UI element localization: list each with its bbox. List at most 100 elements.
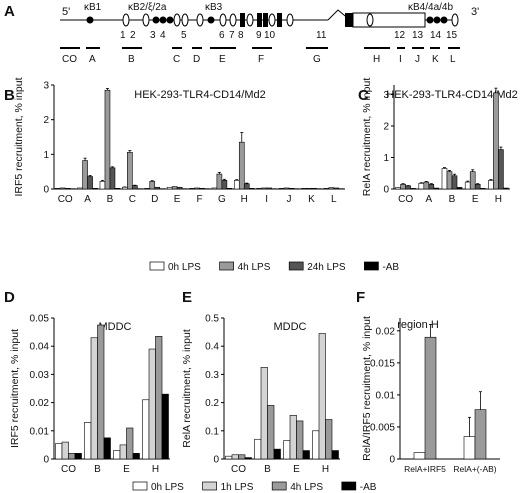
kappa-b-site-marker <box>152 16 160 24</box>
bar <box>418 183 425 190</box>
bar <box>243 183 250 190</box>
bar <box>464 181 471 190</box>
legend-label: 24h LPS <box>307 262 346 273</box>
y-axis-label: RelA recruitment, % input <box>361 78 373 197</box>
y-tick-label: 2 <box>43 115 49 126</box>
bar <box>413 452 426 460</box>
bar <box>61 441 69 460</box>
bar <box>493 92 499 190</box>
exon-number: 9 <box>256 30 262 41</box>
legend-label: -AB <box>360 482 377 493</box>
bar <box>189 188 195 190</box>
region-label: C <box>173 54 180 65</box>
x-tick-label: F <box>196 194 202 205</box>
exon-marker <box>173 13 181 27</box>
bar <box>498 149 504 190</box>
exon-number: 11 <box>316 30 327 41</box>
bar <box>503 187 509 190</box>
bar <box>441 168 448 190</box>
bar <box>400 183 406 190</box>
y-tick-label: 0 <box>213 455 219 466</box>
y-tick-label: 0 <box>43 185 49 196</box>
x-tick-label: G <box>218 194 226 205</box>
bar <box>90 337 98 460</box>
y-tick-label: 2 <box>383 121 389 132</box>
legend-label: 1h LPS <box>221 482 254 493</box>
x-tick-label: D <box>151 194 158 205</box>
bar <box>244 457 252 460</box>
exon-marker <box>366 13 374 27</box>
y-tick-label: 0.03 <box>30 370 50 381</box>
bar <box>216 173 223 190</box>
bar <box>149 181 156 190</box>
bar <box>289 414 297 460</box>
bar <box>127 151 133 190</box>
legend-label: -AB <box>382 262 399 273</box>
y-tick-label: 3 <box>43 81 49 92</box>
x-tick-label: J <box>287 194 292 205</box>
kappa-b-site-marker <box>86 16 94 24</box>
legend-label: 0h LPS <box>151 482 184 493</box>
exon-marker <box>122 13 130 27</box>
bar <box>199 188 205 190</box>
x-tick-label: H <box>241 194 248 205</box>
legend-swatch <box>219 261 234 271</box>
legend-label: 4h LPS <box>290 482 323 493</box>
bar <box>331 450 339 460</box>
exon-number: 4 <box>160 30 166 41</box>
bar <box>54 188 61 190</box>
y-tick-label: 0.3 <box>205 370 219 381</box>
bar <box>451 175 458 190</box>
x-tick-label: CO <box>231 464 246 475</box>
bar <box>132 453 140 460</box>
panel-letter: B <box>4 87 15 104</box>
exon-number: 5 <box>181 30 187 41</box>
bar <box>424 336 437 460</box>
x-tick-label: L <box>331 194 337 205</box>
exon-number: 13 <box>412 30 424 41</box>
bar <box>233 180 240 190</box>
y-tick-label: 0.1 <box>205 426 219 437</box>
legend-swatch <box>271 481 287 491</box>
coding-exon <box>345 13 353 27</box>
bar <box>132 185 138 190</box>
exon-number: 8 <box>238 30 244 41</box>
bar <box>306 188 312 190</box>
bar <box>328 187 335 190</box>
bar <box>463 436 476 460</box>
bar <box>301 188 307 190</box>
bar <box>109 167 116 190</box>
y-tick-label: 0.2 <box>205 398 219 409</box>
bar <box>104 89 111 190</box>
exon-marker <box>246 13 254 27</box>
legend-swatch <box>288 261 304 271</box>
y-axis-label: RelA recruitment, % input <box>181 329 193 448</box>
panel-letter: E <box>182 289 192 306</box>
legend-swatch <box>341 481 357 491</box>
bar <box>92 188 98 190</box>
exon-marker <box>268 13 276 27</box>
chart-title: HEK-293-TLR4-CD14/Md2 <box>134 89 265 101</box>
exon-number: 14 <box>430 30 442 41</box>
chart-title: HEK-293-TLR4-CD14/Md2 <box>386 89 517 101</box>
region-label: A <box>89 54 96 65</box>
y-axis-label: RelA/IRF5 recruitment, % input <box>361 316 373 461</box>
region-label: H <box>373 54 380 65</box>
kappa-b-site-marker <box>166 16 174 24</box>
bar <box>266 187 272 190</box>
x-tick-label: CO <box>61 464 76 475</box>
x-tick-label: B <box>94 464 101 475</box>
chart-title: MDDC <box>274 321 307 333</box>
three-prime-label: 3' <box>471 6 479 18</box>
bar <box>405 185 411 190</box>
bar <box>433 187 440 190</box>
coding-exon <box>240 13 245 27</box>
panel-e-chart: E MDDC RelA recruitment, % input 0 0.1 0.2 0.3… <box>181 289 340 475</box>
bar <box>333 187 340 190</box>
region-label: B <box>128 54 135 65</box>
y-tick-label: 0 <box>383 185 389 196</box>
y-tick-label: 0.5 <box>205 314 219 325</box>
region-label: G <box>313 54 321 65</box>
chart-title: MDDC <box>99 321 132 333</box>
